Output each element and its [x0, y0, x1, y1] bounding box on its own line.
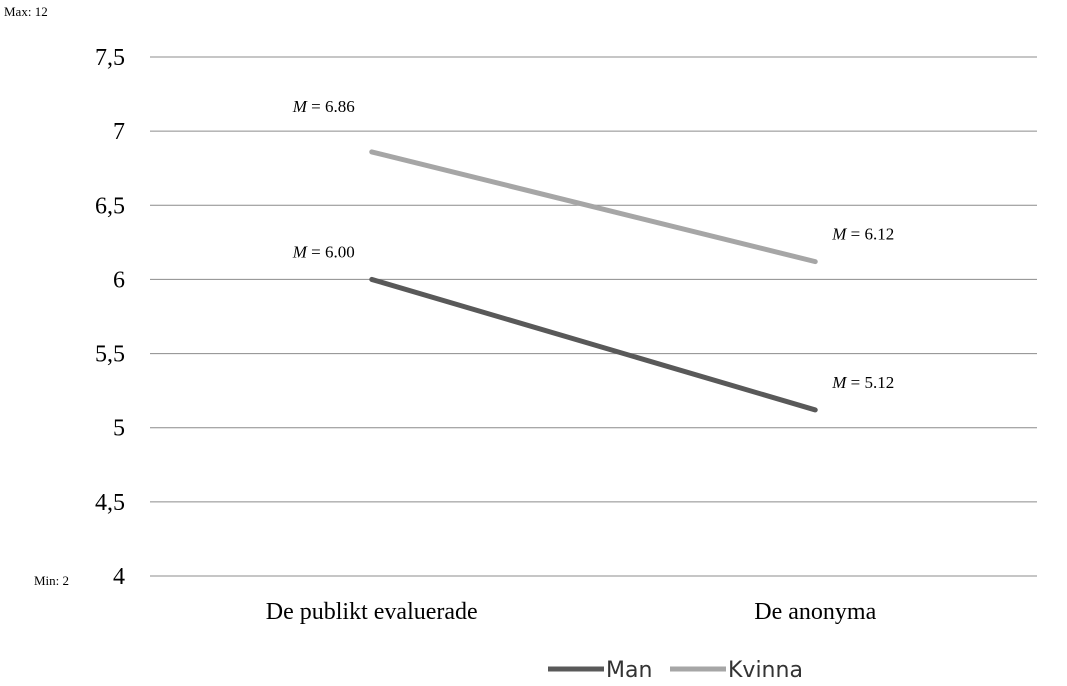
data-labels: M = 6.00 M = 5.12 M = 6.86 M = 6.12 [292, 97, 895, 392]
y-tick-label: 6,5 [95, 193, 125, 219]
legend-label: Kvinna [728, 658, 803, 683]
series-lines [369, 149, 818, 413]
y-axis-ticks: 4 4,5 5 5,5 6 6,5 7 7,5 [95, 45, 125, 590]
y-tick-label: 7 [113, 119, 125, 145]
data-label: M = 6.00 [292, 242, 355, 261]
y-tick-label: 5 [113, 416, 125, 442]
x-category-label: De anonyma [754, 599, 876, 625]
data-label: M = 6.12 [831, 225, 894, 244]
y-tick-label: 6 [113, 267, 125, 293]
series-line-kvinna [369, 149, 818, 265]
gridlines [150, 56, 1037, 577]
legend-label: Man [606, 658, 652, 683]
max-note: Max: 12 [4, 4, 48, 19]
min-note: Min: 2 [34, 573, 70, 588]
y-tick-label: 7,5 [95, 45, 125, 71]
series-line-man [369, 276, 818, 413]
data-label: M = 5.12 [831, 373, 894, 392]
legend: Man Kvinna [548, 658, 803, 683]
x-axis-categories: De publikt evaluerade De anonyma [266, 599, 877, 625]
y-tick-label: 5,5 [95, 342, 125, 368]
y-tick-label: 4,5 [95, 490, 125, 516]
data-label: M = 6.86 [292, 97, 355, 116]
y-tick-label: 4 [113, 564, 125, 590]
x-category-label: De publikt evaluerade [266, 599, 478, 625]
